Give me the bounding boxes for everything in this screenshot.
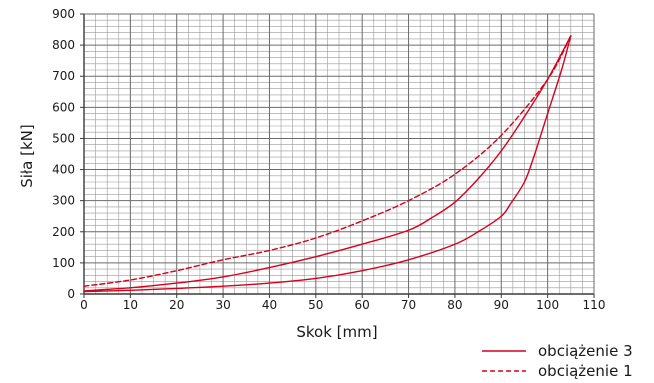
x-tick-label: 0 <box>80 298 88 312</box>
x-tick-label: 40 <box>262 298 277 312</box>
x-tick-label: 50 <box>308 298 323 312</box>
x-axis-title: Skok [mm] <box>296 323 377 341</box>
x-tick-label: 100 <box>536 298 559 312</box>
y-tick-label: 200 <box>52 225 75 239</box>
legend-label-obciazenie-1: obciążenie 1 <box>538 362 633 380</box>
axes <box>80 13 595 298</box>
series-line-obciazenie-3-loading <box>83 35 572 292</box>
x-tick-label: 90 <box>494 298 509 312</box>
y-tick-label: 800 <box>52 38 75 52</box>
y-tick-label: 400 <box>52 163 75 177</box>
grid-minor <box>84 14 594 294</box>
series-line-obciazenie-3-unloading <box>83 35 572 293</box>
y-tick-labels: 0 100 200 300 400 500 600 700 800 900 <box>52 7 75 301</box>
y-tick-label: 700 <box>52 69 75 83</box>
legend-label-obciazenie-3: obciążenie 3 <box>538 342 633 360</box>
series-line-obciazenie-1 <box>83 35 572 287</box>
y-tick-label: 500 <box>52 131 75 145</box>
x-tick-labels: 0 10 20 30 40 50 60 70 80 90 100 110 <box>80 298 605 312</box>
x-tick-label: 110 <box>583 298 606 312</box>
x-tick-label: 10 <box>123 298 138 312</box>
y-tick-label: 100 <box>52 256 75 270</box>
y-tick-label: 900 <box>52 7 75 21</box>
x-tick-label: 80 <box>447 298 462 312</box>
series-group <box>83 35 572 293</box>
x-tick-label: 70 <box>401 298 416 312</box>
x-tick-label: 30 <box>215 298 230 312</box>
legend: obciążenie 3 obciążenie 1 <box>482 342 633 380</box>
x-tick-label: 20 <box>169 298 184 312</box>
y-tick-label: 300 <box>52 194 75 208</box>
y-tick-label: 600 <box>52 100 75 114</box>
y-tick-label: 0 <box>67 287 75 301</box>
y-axis-title: Siła [kN] <box>18 124 36 188</box>
x-tick-label: 60 <box>355 298 370 312</box>
grid-major <box>83 13 595 295</box>
